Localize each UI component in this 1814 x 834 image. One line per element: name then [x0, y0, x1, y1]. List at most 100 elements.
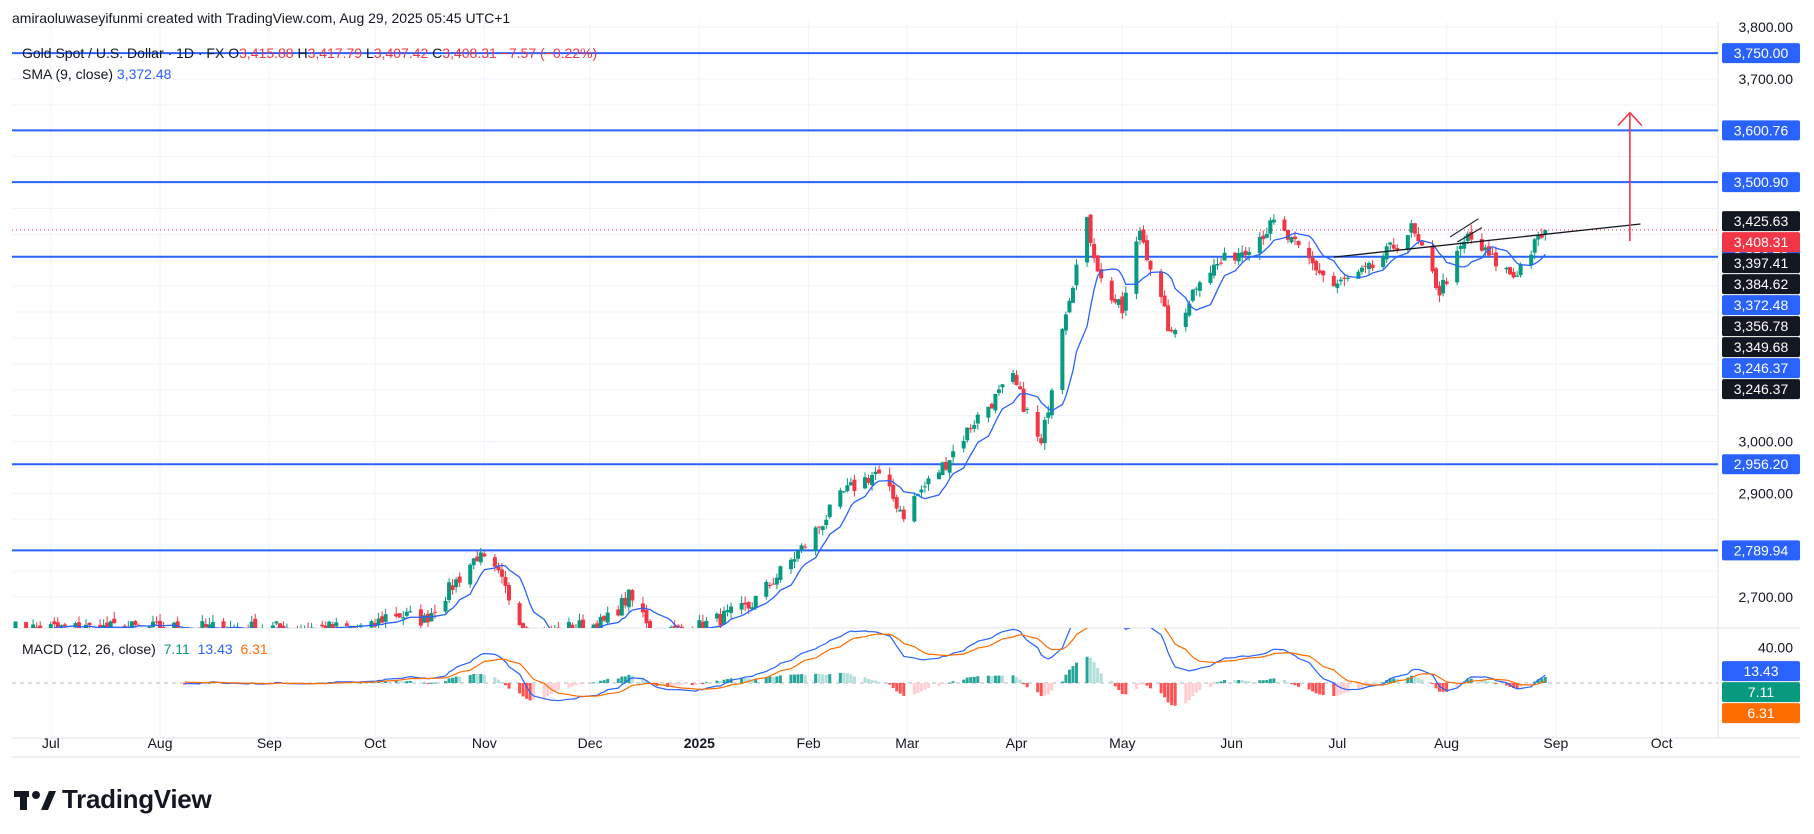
- macd-label: MACD (12, 26, close): [22, 641, 156, 657]
- candle-body: [926, 478, 931, 485]
- macd-legend[interactable]: MACD (12, 26, close) 7.11 13.43 6.31: [22, 641, 268, 657]
- macd-histogram-bar: [1282, 679, 1286, 683]
- candle-body: [870, 474, 875, 486]
- sma-label: SMA (9, close): [22, 66, 114, 82]
- macd-histogram-bar: [641, 677, 645, 683]
- macd-histogram-bar: [623, 676, 627, 683]
- candle-body: [1208, 272, 1213, 283]
- candle-body: [1321, 270, 1326, 276]
- candle-body: [203, 624, 208, 628]
- macd-histogram-bar: [1015, 677, 1019, 683]
- candle-body: [1296, 240, 1301, 246]
- macd-histogram-bar: [1367, 683, 1371, 685]
- candle-body: [626, 589, 631, 608]
- candle-body: [965, 427, 970, 441]
- candle-body: [1042, 419, 1047, 444]
- level-price-tag: [1722, 454, 1800, 475]
- candle-body: [1264, 233, 1269, 238]
- candle-body: [1240, 252, 1245, 257]
- ascending-trendline[interactable]: [1333, 223, 1641, 258]
- candle-body: [425, 613, 430, 623]
- candle-body: [975, 414, 980, 424]
- candle-body: [105, 622, 110, 628]
- attribution-text: amiraoluwaseyifunmi created with Trading…: [12, 10, 511, 26]
- macd-histogram-bar: [493, 677, 497, 683]
- candle-body: [1046, 412, 1051, 418]
- candle-body: [1285, 229, 1290, 240]
- candle-body: [1508, 267, 1513, 275]
- macd-histogram-bar: [1223, 679, 1227, 683]
- low-label: L: [365, 45, 374, 61]
- candle-body: [1088, 214, 1093, 244]
- flag-channel-line[interactable]: [1449, 218, 1479, 238]
- sma-line: [54, 232, 1546, 628]
- tradingview-brand[interactable]: TradingView: [14, 784, 212, 815]
- x-axis-label: Nov: [472, 735, 497, 751]
- macd-histogram-bar: [1515, 683, 1519, 689]
- macd-histogram-bar: [1187, 683, 1191, 701]
- candle-body: [1060, 328, 1065, 390]
- symbol-legend[interactable]: Gold Spot / U.S. Dollar · 1D · FX O3,415…: [22, 45, 597, 61]
- macd-histogram-bar: [207, 682, 211, 684]
- high-label: H: [297, 45, 308, 61]
- candle-body: [1331, 275, 1336, 287]
- macd-histogram-bar: [962, 679, 966, 683]
- candle-body: [595, 623, 600, 628]
- candle-body: [1441, 279, 1446, 294]
- candle-body: [528, 640, 532, 646]
- macd-histogram-bar: [521, 683, 525, 697]
- macd-histogram-bar: [877, 681, 881, 683]
- macd-histogram-bar: [419, 682, 423, 684]
- macd-histogram-bar: [482, 674, 486, 683]
- candle-body: [112, 618, 117, 624]
- candle-body: [496, 566, 501, 571]
- candle-body: [175, 621, 180, 628]
- symbol-title: Gold Spot / U.S. Dollar · 1D · FX: [22, 45, 225, 61]
- candle-body: [820, 526, 825, 531]
- macd-histogram-bar: [616, 678, 620, 683]
- macd-histogram-bar: [1311, 683, 1315, 692]
- macd-histogram-bar: [1321, 683, 1325, 695]
- x-axis-label: Feb: [797, 735, 821, 751]
- drawings[interactable]: [12, 111, 1718, 258]
- macd-histogram-bar: [1286, 682, 1290, 684]
- macd-histogram-bar: [694, 683, 698, 686]
- candle-body: [1011, 373, 1016, 382]
- macd-histogram-bar: [500, 682, 504, 684]
- macd-histogram-bar: [549, 683, 553, 695]
- candle-body: [619, 598, 624, 616]
- macd-histogram-bar: [1290, 683, 1293, 684]
- candle-body: [863, 477, 867, 489]
- macd-histogram-bar: [1360, 683, 1364, 688]
- macd-histogram-bar: [842, 673, 846, 683]
- macd-histogram-bar: [1184, 683, 1188, 704]
- macd-histogram-bar: [1064, 674, 1068, 683]
- macd-histogram-bar: [1071, 666, 1075, 683]
- sma-legend[interactable]: SMA (9, close) 3,372.48: [22, 66, 171, 82]
- candle-body: [1070, 287, 1075, 303]
- macd-histogram-bar: [577, 683, 581, 684]
- candle-body: [1342, 277, 1347, 279]
- macd-histogram-bar: [1145, 683, 1149, 686]
- candle-body: [1169, 329, 1174, 332]
- candlesticks: [13, 213, 1548, 646]
- macd-histogram-bar: [764, 676, 768, 683]
- candle-body: [1166, 305, 1171, 332]
- candle-body: [704, 620, 709, 628]
- y-axis-label: 3,800.00: [1739, 19, 1794, 35]
- macd-histogram-bar: [993, 675, 997, 683]
- macd-axis-label: 40.00: [1758, 640, 1793, 656]
- candle-body: [898, 509, 903, 512]
- x-axis-label: Oct: [1651, 735, 1673, 751]
- flag-channel-line[interactable]: [1456, 227, 1483, 243]
- candle-body: [996, 389, 1001, 393]
- macd-histogram-bar: [743, 677, 747, 683]
- macd-histogram-bar: [525, 683, 529, 699]
- candle-body: [838, 490, 843, 507]
- macd-histogram-bar: [570, 683, 574, 687]
- candle-body: [972, 424, 977, 429]
- macd-histogram-bar: [814, 673, 818, 683]
- macd-histogram-bar: [870, 679, 874, 683]
- candle-body: [912, 495, 917, 522]
